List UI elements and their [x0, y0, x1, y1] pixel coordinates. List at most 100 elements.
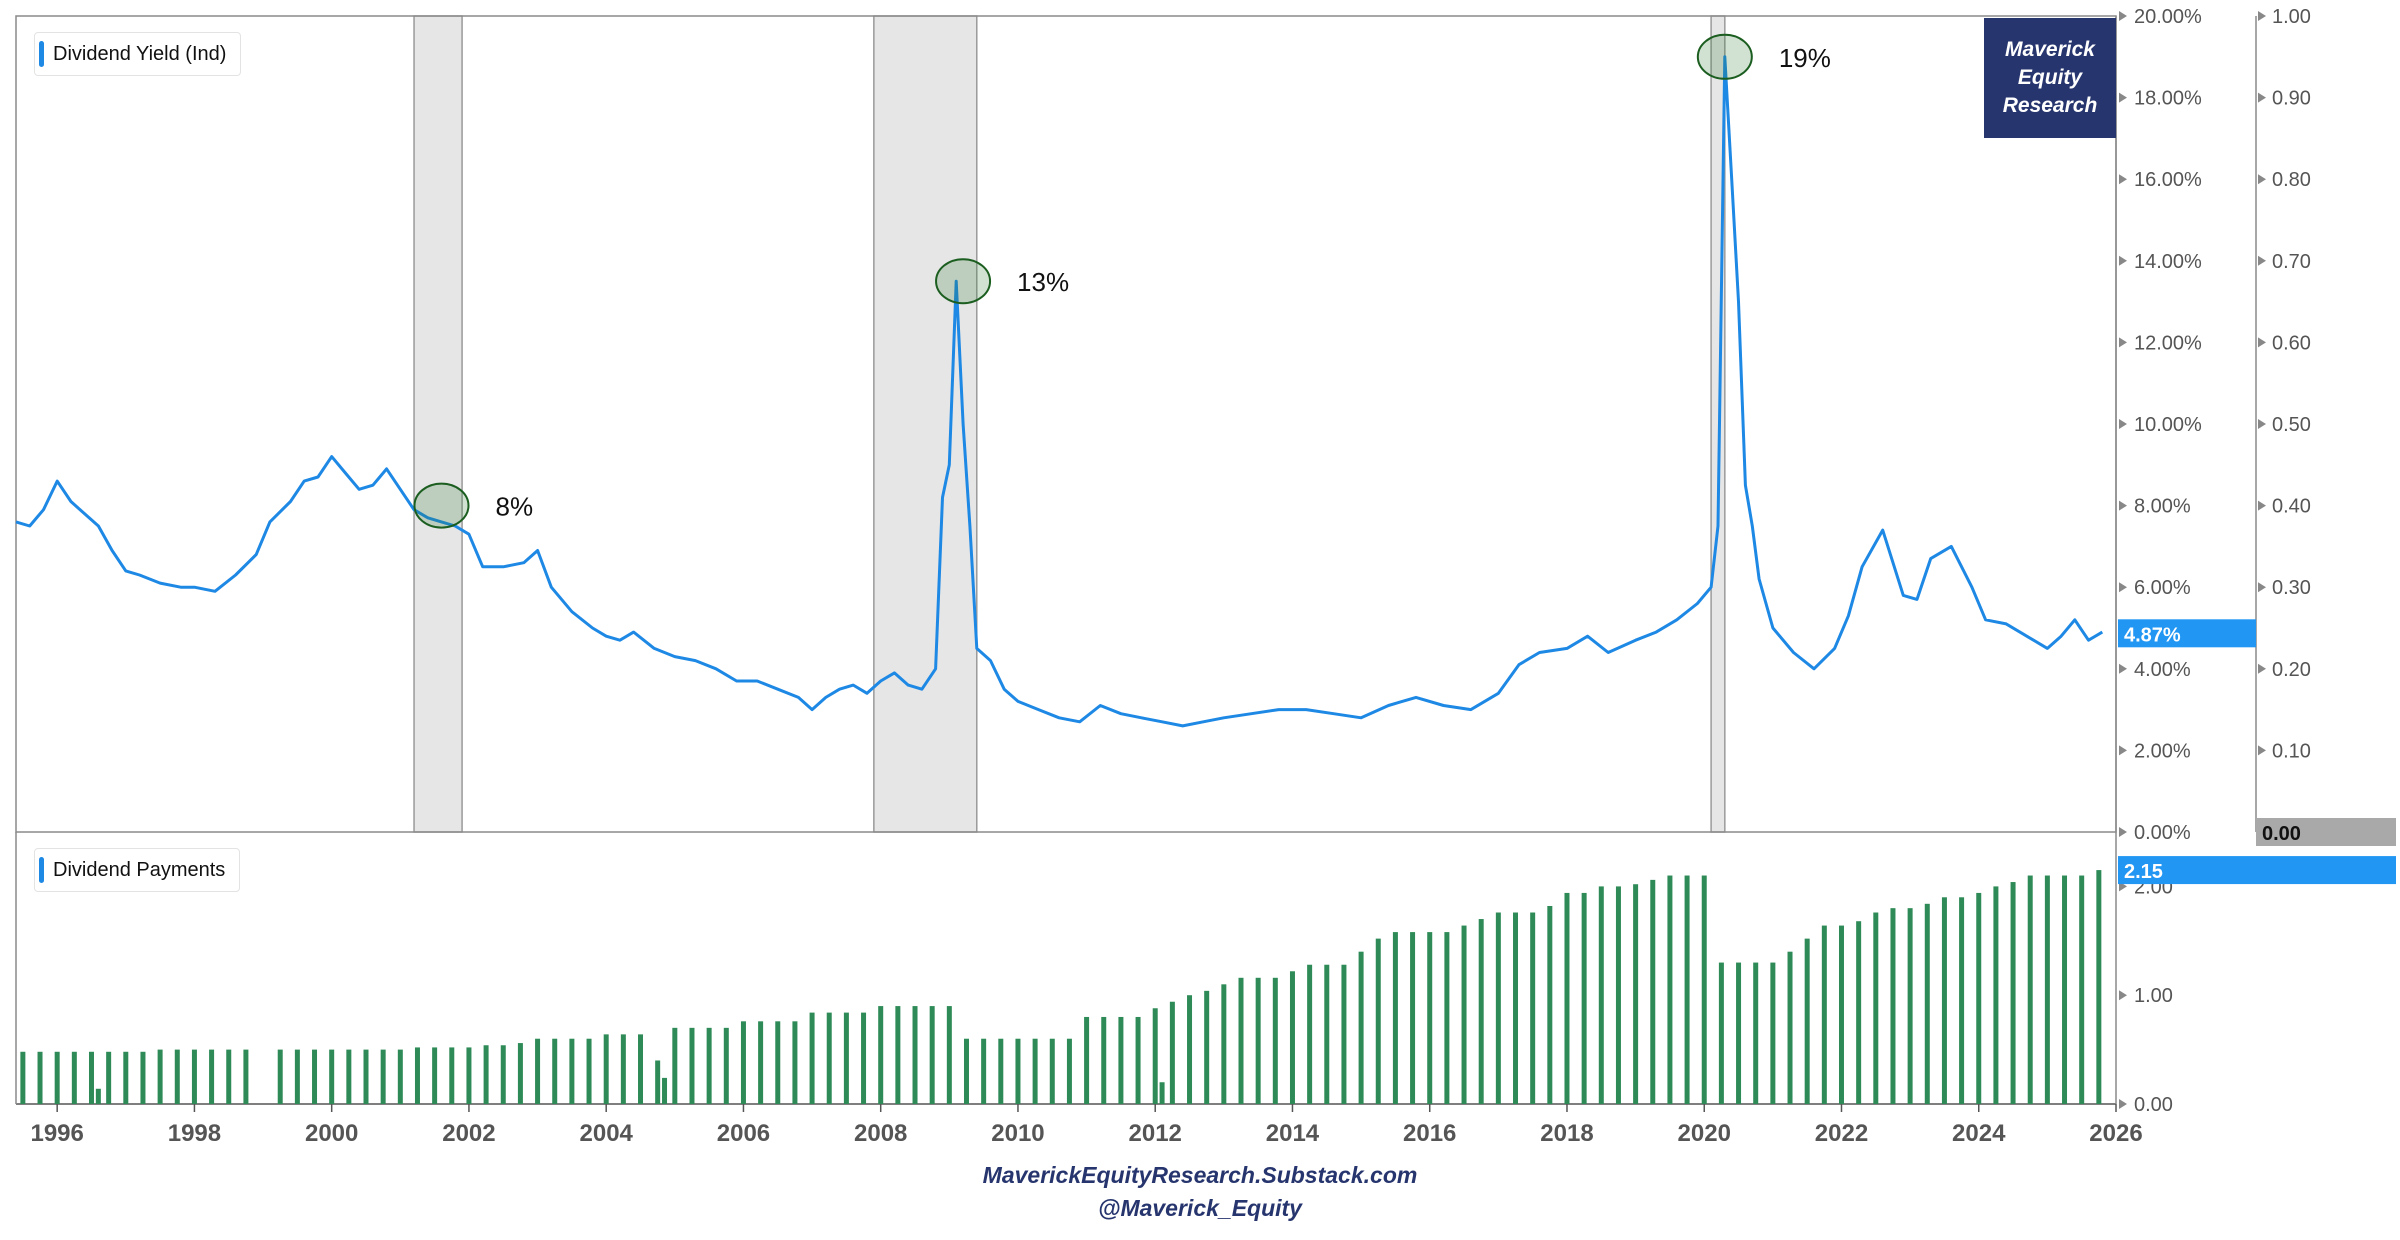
secondary-tick-mark [2258, 582, 2266, 593]
x-tick-label: 2004 [580, 1120, 634, 1147]
dividend-bar [1856, 921, 1862, 1104]
y-tick-mark [2119, 827, 2127, 837]
dividend-bar [1547, 905, 1553, 1104]
legend-dividend-payments-label: Dividend Payments [53, 858, 226, 881]
dividend-bar [1838, 925, 1844, 1104]
dividend-bar [294, 1049, 300, 1104]
dividend-bar [71, 1051, 77, 1104]
dividend-bar [2096, 870, 2102, 1104]
dividend-bar [1581, 892, 1587, 1104]
y-tick-label: 18.00% [2134, 88, 2202, 110]
dividend-bar [1341, 964, 1347, 1104]
last-yield-tag [2118, 619, 2256, 648]
dividend-bar [1615, 886, 1621, 1104]
y-tick-label: 12.00% [2134, 332, 2202, 354]
y-tick-label: 20.00% [2134, 6, 2202, 28]
dividend-bar [1169, 1001, 1175, 1104]
dividend-bar [638, 1034, 644, 1104]
last-payment-value: 2.15 [2124, 861, 2163, 883]
x-tick-label: 1998 [168, 1120, 221, 1147]
dividend-bar [517, 1043, 523, 1104]
peak-label-2: 19% [1779, 43, 1831, 73]
y-tick-mark [2119, 582, 2127, 593]
secondary-tick-mark [2258, 419, 2266, 429]
dividend-bar [861, 1012, 867, 1104]
dividend-bar [191, 1049, 197, 1104]
dividend-bar [1667, 875, 1673, 1104]
dividend-bar [586, 1038, 592, 1104]
peak-circle-1 [935, 258, 992, 305]
y-tick-mark [2119, 92, 2127, 103]
dividend-bar [1204, 990, 1210, 1104]
footer-site[interactable]: MaverickEquityResearch.Substack.com [982, 1162, 1418, 1188]
secondary-tick-label: 0.50 [2272, 414, 2311, 436]
dividend-bar [1684, 875, 1690, 1104]
dividend-bar [1221, 984, 1227, 1104]
secondary-tick-label: 0.70 [2272, 251, 2311, 273]
peak-label-1: 13% [1017, 267, 1069, 297]
dividend-bar [1238, 977, 1244, 1104]
peak-label-0: 8% [495, 492, 533, 522]
x-tick-label: 2006 [717, 1120, 770, 1147]
dividend-bar [88, 1051, 94, 1104]
x-tick-label: 2016 [1403, 1120, 1456, 1147]
dividend-yield-line [15, 55, 2104, 728]
y-tick-mark [2119, 500, 2127, 511]
footer-handle[interactable]: @Maverick_Equity [1098, 1195, 1302, 1221]
dividend-bar [95, 1088, 101, 1104]
bottom-y-tick-label: 0.00 [2134, 1094, 2173, 1116]
dividend-bar [243, 1049, 249, 1104]
dividend-bar [792, 1021, 798, 1104]
dividend-bar [1187, 995, 1193, 1104]
secondary-tick-mark [2258, 255, 2266, 266]
y-tick-label: 8.00% [2134, 496, 2191, 518]
dividend-bar [140, 1051, 146, 1104]
dividend-bar [946, 1006, 952, 1104]
dividend-bar [1770, 962, 1776, 1104]
dividend-bar [672, 1027, 678, 1104]
dividend-bar [2062, 875, 2068, 1104]
dividend-bar [963, 1038, 969, 1104]
y-tick-mark [2119, 11, 2127, 21]
secondary-tick-mark [2258, 745, 2266, 756]
secondary-tick-mark [2258, 500, 2266, 511]
dividend-bar [346, 1049, 352, 1104]
brand-logo-box: Maverick Equity Research [1984, 18, 2116, 138]
dividend-bar [1941, 897, 1947, 1104]
dividend-bar [535, 1038, 541, 1104]
dividend-bar [1066, 1038, 1072, 1104]
y-tick-mark [2119, 337, 2127, 348]
secondary-last-tag [2256, 818, 2396, 846]
x-tick-label: 2022 [1815, 1120, 1868, 1147]
secondary-tick-label: 1.00 [2272, 6, 2311, 28]
legend-dividend-payments[interactable]: Dividend Payments [34, 848, 241, 892]
dividend-bar [758, 1021, 764, 1104]
dividend-bar [689, 1027, 695, 1104]
y-tick-label: 4.00% [2134, 659, 2191, 681]
dividend-bar [1152, 1008, 1158, 1104]
dividend-bar [826, 1012, 832, 1104]
last-yield-value: 4.87% [2124, 624, 2181, 646]
secondary-tick-label: 0.90 [2272, 88, 2311, 110]
dividend-bar [998, 1038, 1004, 1104]
x-tick-label: 2010 [991, 1120, 1044, 1147]
secondary-last-value: 0.00 [2262, 823, 2301, 845]
dividend-bar [1478, 919, 1484, 1104]
dividend-bar [775, 1021, 781, 1104]
dividend-bar [1375, 938, 1381, 1104]
top-pane-frame [15, 15, 2117, 833]
dividend-bar [449, 1047, 455, 1104]
secondary-tick-label: 0.10 [2272, 740, 2311, 762]
legend-dividend-yield[interactable]: Dividend Yield (Ind) [34, 32, 242, 76]
dividend-bar [1650, 879, 1656, 1104]
secondary-tick-label: 0.60 [2272, 332, 2311, 354]
dividend-bar [1427, 932, 1433, 1104]
dividend-bar [123, 1051, 129, 1104]
x-tick-label: 2024 [1952, 1120, 2006, 1147]
y-tick-mark [2119, 745, 2127, 756]
dividend-bar [500, 1045, 506, 1104]
dividend-bar [1976, 892, 1982, 1104]
dividend-bar [1324, 964, 1330, 1104]
dividend-bar [1959, 897, 1965, 1104]
